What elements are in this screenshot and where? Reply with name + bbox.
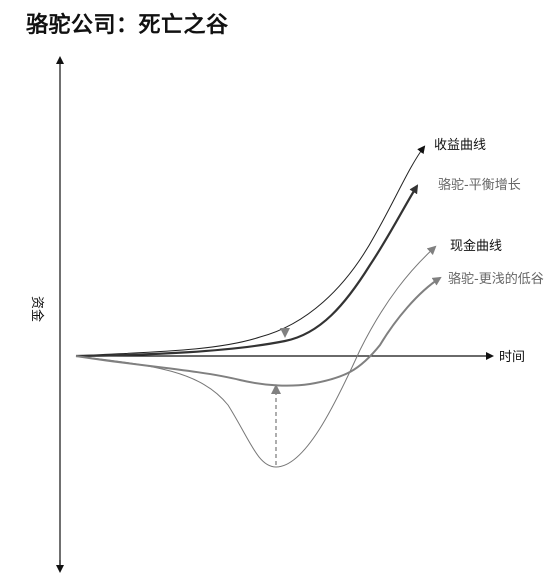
camel-shallow-curve (75, 276, 442, 387)
revenue-curve (75, 145, 426, 357)
camel-growth-curve (75, 184, 419, 358)
camel-growth-label: 骆驼-平衡增长 (438, 177, 521, 193)
revenue-shift-arrowhead (280, 328, 290, 338)
camel-shallow-label: 骆驼-更浅的低谷 (448, 271, 544, 287)
revenue-curve-label: 收益曲线 (434, 138, 486, 153)
page-title: 骆驼公司：死亡之谷 (26, 13, 229, 38)
y-axis-label: 资金 (29, 296, 45, 322)
valley-lift-arrowhead (271, 384, 281, 394)
x-axis-label: 时间 (499, 350, 525, 365)
cash-curve (75, 245, 437, 468)
cash-curve-label: 现金曲线 (450, 238, 502, 254)
